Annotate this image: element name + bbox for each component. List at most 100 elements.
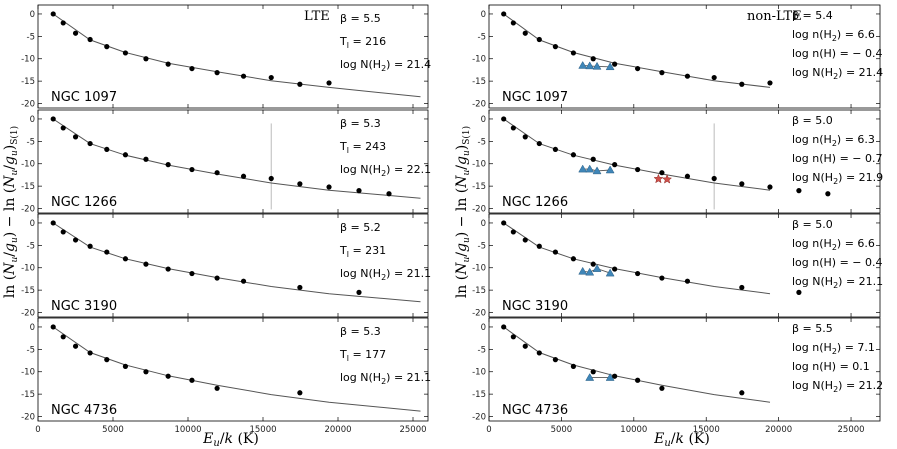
data-point [659, 170, 665, 176]
data-point [796, 289, 802, 295]
data-point [635, 377, 641, 383]
data-point [60, 229, 66, 235]
data-point [122, 256, 129, 262]
triangle-point [578, 266, 588, 275]
data-point [590, 156, 596, 162]
fit-parameter: log N(H2​) = 21.2 [792, 379, 883, 394]
data-point [326, 80, 332, 86]
data-point [552, 357, 559, 363]
y-tick-label: -20 [21, 309, 35, 319]
data-point [189, 65, 195, 72]
data-point [50, 11, 56, 17]
data-point [268, 74, 274, 81]
triangle-point [592, 264, 602, 272]
y-tick-label: -20 [472, 309, 486, 319]
y-tick-label: -5 [27, 32, 35, 42]
triangle-point [592, 166, 602, 175]
model-curve [52, 118, 421, 199]
y-tick-label: -20 [472, 413, 486, 423]
x-axis-label-right: Eu/k (K) [653, 431, 710, 449]
y-tick-label: 0 [30, 219, 35, 229]
panel-nonlte-4: 0-5-10-15-200 5000 10000 15000 20000 25000NGC… [472, 317, 883, 435]
star-point [662, 174, 673, 184]
data-point [659, 70, 665, 76]
data-point [297, 284, 303, 291]
data-point [189, 270, 195, 277]
data-point [510, 20, 516, 26]
fit-parameter: Tl​ = 243 [339, 140, 386, 155]
data-point [536, 140, 542, 147]
data-point [87, 36, 93, 43]
data-point [590, 369, 596, 375]
data-point [356, 188, 362, 194]
triangle-series-line [582, 65, 611, 68]
x-tick-label: 0 [486, 425, 491, 435]
triangle-point [585, 373, 595, 381]
data-point [326, 184, 332, 190]
data-point [570, 256, 577, 262]
data-point [165, 266, 171, 272]
galaxy-label: NGC 1266 [502, 195, 568, 210]
y-tick-label: -10 [21, 55, 35, 65]
data-point [552, 249, 559, 255]
data-point [711, 74, 717, 81]
data-point [570, 363, 577, 369]
data-point [268, 175, 274, 182]
x-tick-label: 5000 [551, 425, 573, 435]
data-point [60, 20, 66, 26]
model-curve [52, 222, 421, 303]
data-point [189, 166, 195, 173]
data-point [612, 373, 618, 379]
data-point [536, 243, 542, 249]
fit-parameter: log n(H) = − 0.7 [792, 152, 883, 165]
x-tick-label: 10000 [174, 425, 201, 435]
triangle-point [605, 165, 615, 174]
fit-parameter: log N(H2​) = 21.1 [340, 267, 431, 282]
data-point [297, 81, 303, 87]
data-point [104, 146, 110, 153]
y-tick-label: -15 [472, 182, 486, 192]
y-tick-label: -5 [478, 32, 486, 42]
data-point [143, 56, 149, 62]
galaxy-label: NGC 3190 [502, 299, 568, 314]
x-tick-label: 15000 [693, 425, 720, 435]
data-point [711, 175, 717, 182]
data-point [60, 125, 66, 131]
model-curve [503, 118, 771, 191]
data-point [386, 191, 392, 197]
y-tick-label: -10 [472, 368, 486, 378]
data-point [635, 166, 641, 173]
plot-frame [37, 4, 429, 109]
data-point [240, 278, 247, 284]
data-point [50, 324, 56, 330]
data-point [87, 243, 93, 249]
data-point [72, 343, 79, 349]
fit-parameter: β = 5.3 [340, 325, 381, 338]
plot-frame [488, 109, 881, 214]
data-point [635, 65, 641, 72]
panel-lte-4: 0-5-10-15-200 5000 10000 15000 20000 25000NGC… [21, 317, 431, 435]
data-point [165, 373, 171, 379]
plot-frame [488, 4, 881, 109]
star-point [653, 173, 664, 184]
data-point [240, 73, 247, 79]
y-tick-label: -10 [21, 264, 35, 274]
data-point [612, 162, 618, 168]
data-point [214, 70, 220, 76]
data-point [767, 184, 773, 190]
y-axis-label-left: ln (Nu/gu) − ln (Nu/gu)S(1) [2, 126, 20, 298]
data-point [189, 377, 195, 383]
y-tick-label: 0 [481, 115, 486, 125]
panel-nonlte-2: 0 -5 -10 -15 -20 NGC 1266 β = 5.0 log n(H2​) = … [472, 109, 883, 215]
galaxy-label: NGC 1097 [51, 90, 117, 105]
y-tick-label: -5 [27, 241, 35, 251]
y-tick-label: -15 [21, 182, 35, 192]
data-point [510, 229, 516, 235]
data-point [214, 275, 220, 281]
y-tick-label: -10 [21, 368, 35, 378]
galaxy-label: NGC 1097 [502, 90, 568, 105]
model-curve [503, 326, 771, 403]
data-point [570, 152, 577, 158]
triangle-point [578, 164, 588, 173]
